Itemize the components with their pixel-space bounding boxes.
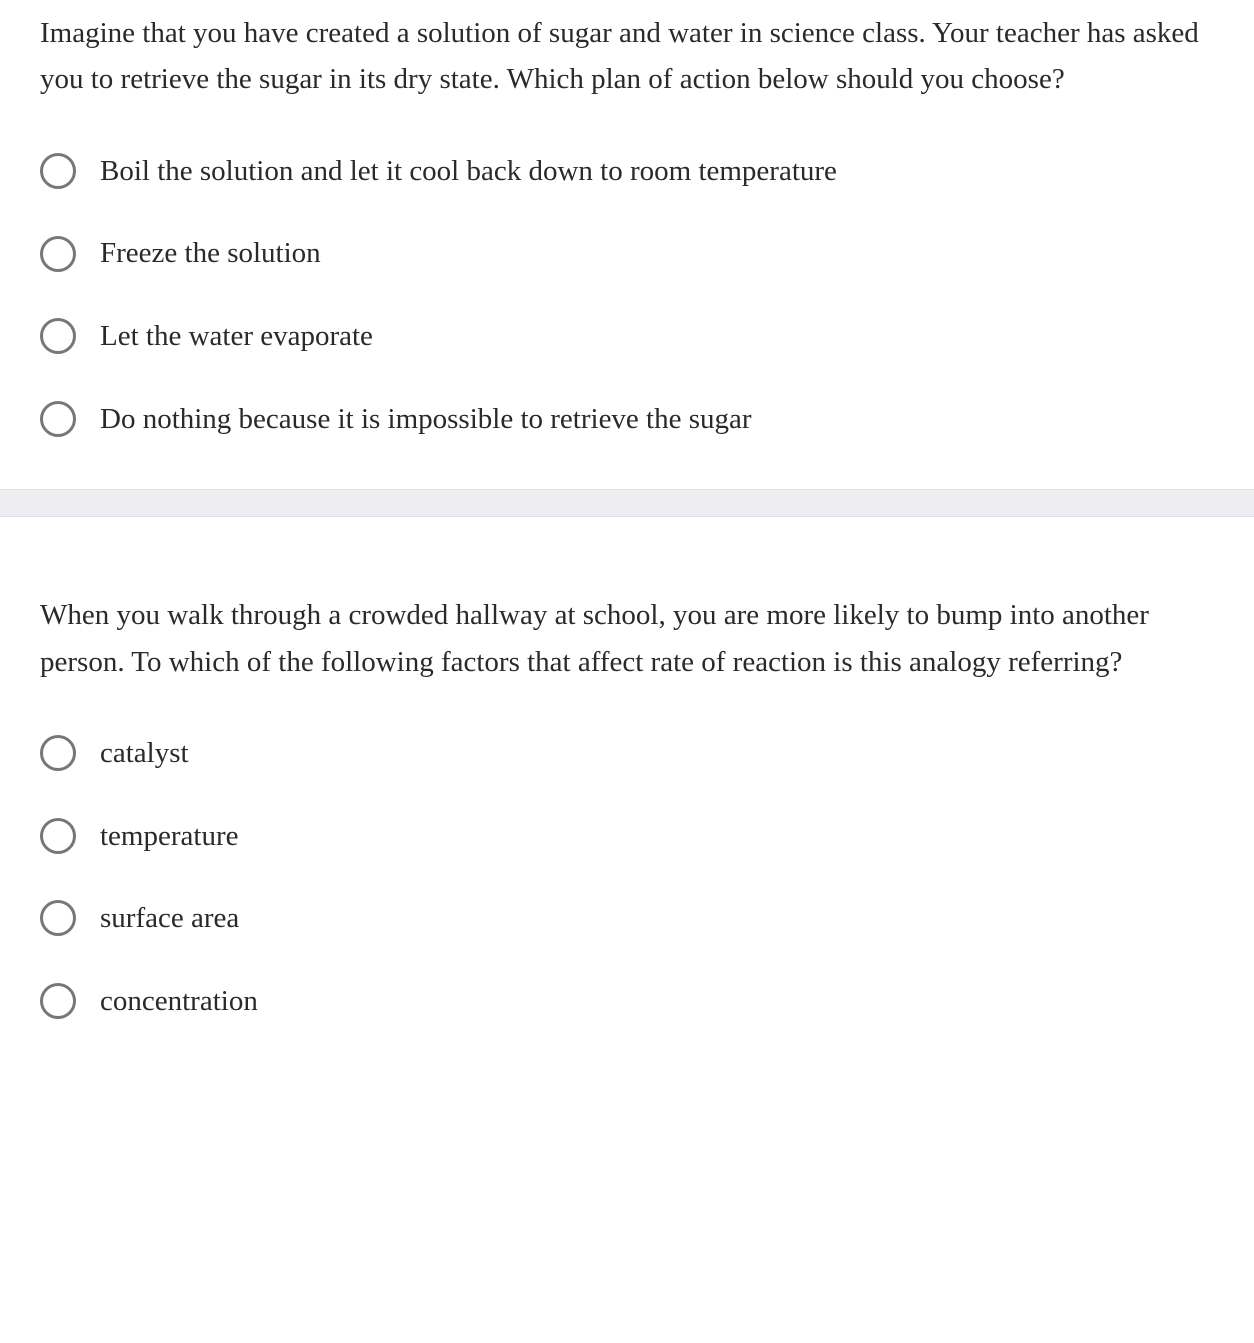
option-row[interactable]: Freeze the solution — [40, 233, 1214, 274]
radio-icon[interactable] — [40, 818, 76, 854]
option-row[interactable]: surface area — [40, 898, 1214, 939]
question-prompt: When you walk through a crowded hallway … — [40, 582, 1214, 685]
option-row[interactable]: temperature — [40, 816, 1214, 857]
option-row[interactable]: concentration — [40, 981, 1214, 1022]
option-label: Let the water evaporate — [100, 316, 373, 357]
option-row[interactable]: Let the water evaporate — [40, 316, 1214, 357]
radio-icon[interactable] — [40, 735, 76, 771]
option-label: surface area — [100, 898, 239, 939]
option-label: temperature — [100, 816, 238, 857]
option-label: Do nothing because it is impossible to r… — [100, 399, 752, 440]
section-divider — [0, 489, 1254, 517]
radio-icon[interactable] — [40, 236, 76, 272]
question-prompt: Imagine that you have created a solution… — [40, 0, 1214, 103]
options-list: Boil the solution and let it cool back d… — [40, 151, 1214, 439]
option-row[interactable]: Boil the solution and let it cool back d… — [40, 151, 1214, 192]
question-block-2: When you walk through a crowded hallway … — [0, 517, 1254, 1071]
option-row[interactable]: catalyst — [40, 733, 1214, 774]
radio-icon[interactable] — [40, 401, 76, 437]
radio-icon[interactable] — [40, 318, 76, 354]
question-block-1: Imagine that you have created a solution… — [0, 0, 1254, 489]
option-row[interactable]: Do nothing because it is impossible to r… — [40, 399, 1214, 440]
radio-icon[interactable] — [40, 153, 76, 189]
option-label: Boil the solution and let it cool back d… — [100, 151, 837, 192]
option-label: Freeze the solution — [100, 233, 321, 274]
option-label: catalyst — [100, 733, 189, 774]
radio-icon[interactable] — [40, 900, 76, 936]
options-list: catalyst temperature surface area concen… — [40, 733, 1214, 1021]
option-label: concentration — [100, 981, 258, 1022]
radio-icon[interactable] — [40, 983, 76, 1019]
